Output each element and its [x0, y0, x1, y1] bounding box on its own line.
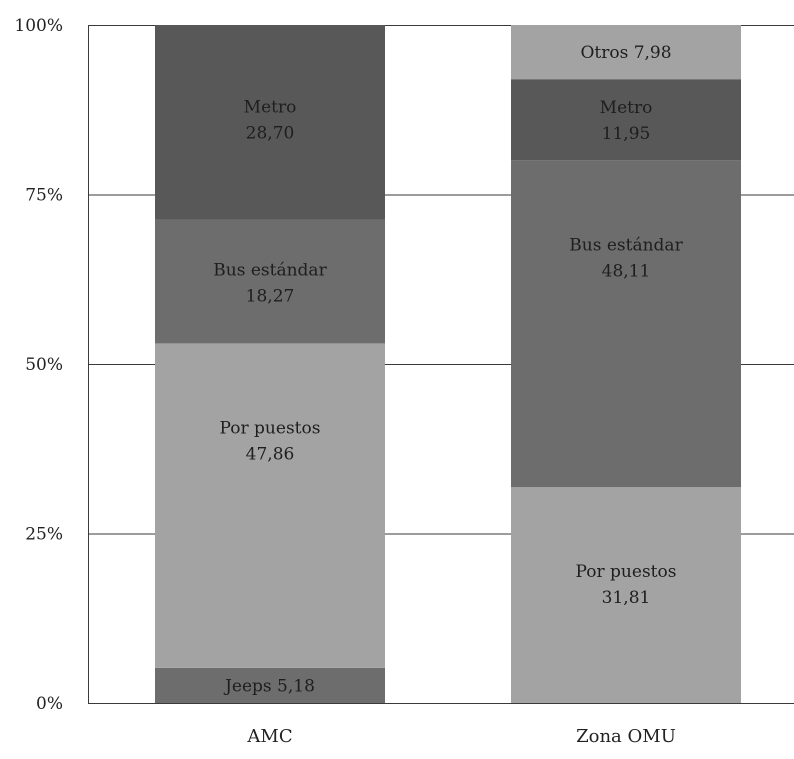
segment-data-label: 11,95 [602, 124, 651, 144]
bar-stacks [155, 25, 741, 703]
x-category-label: AMC [246, 726, 292, 747]
segment-labels: Jeeps 5,18 Por puestos 47,86 Bus estándar 18… [213, 43, 683, 696]
segment-data-label: 28,70 [246, 124, 295, 144]
segment-data-label: Bus estándar [213, 260, 327, 280]
bar-segment-otros [511, 25, 741, 80]
segment-data-label: Jeeps 5,18 [223, 676, 315, 696]
x-category-label: Zona OMU [576, 726, 676, 747]
segment-data-label: 18,27 [246, 286, 295, 306]
segment-data-label: 31,81 [602, 588, 651, 608]
y-tick-label: 25% [25, 525, 63, 545]
bar-segment-metro [155, 25, 385, 220]
y-tick-label: 100% [14, 16, 63, 36]
bar-segment-bus-estandar [511, 160, 741, 488]
segment-data-label: Otros 7,98 [580, 43, 671, 63]
y-tick-label: 75% [25, 186, 63, 206]
y-tick-label: 0% [36, 694, 63, 714]
bar-segment-metro [511, 79, 741, 161]
y-axis-ticks: 0% 25% 50% 75% 100% [14, 16, 63, 714]
segment-data-label: Por puestos [220, 418, 321, 438]
segment-data-label: Metro [244, 98, 297, 118]
bar-segment-bus-estandar [155, 219, 385, 344]
segment-data-label: 48,11 [602, 261, 651, 281]
bar-segment-jeeps [155, 667, 385, 703]
segment-data-label: 47,86 [246, 444, 295, 464]
segment-data-label: Metro [600, 98, 653, 118]
bar-segment-por-puestos [155, 343, 385, 668]
segment-data-label: Por puestos [576, 562, 677, 582]
bar-segment-por-puestos [511, 487, 741, 703]
y-tick-label: 50% [25, 355, 63, 375]
segment-data-label: Bus estándar [569, 235, 683, 255]
x-axis-categories: AMC Zona OMU [246, 726, 675, 747]
